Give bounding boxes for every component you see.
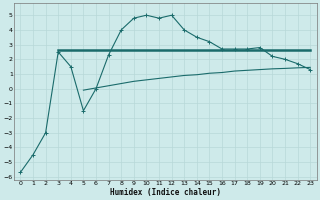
- X-axis label: Humidex (Indice chaleur): Humidex (Indice chaleur): [110, 188, 221, 197]
